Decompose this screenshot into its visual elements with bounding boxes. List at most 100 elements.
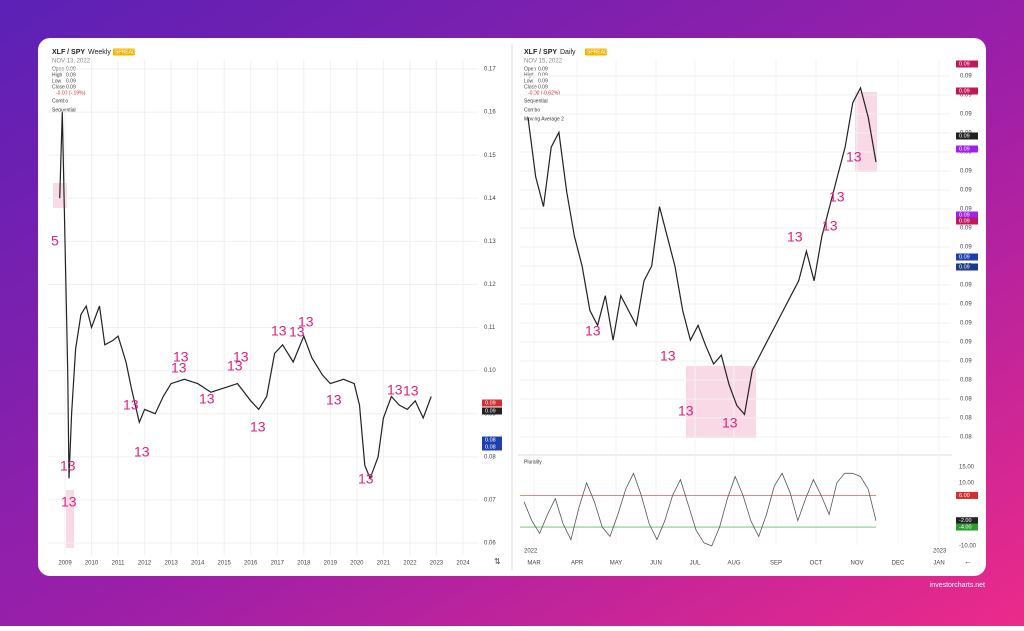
price-badge-bg — [956, 263, 978, 271]
price-badge-bg — [956, 132, 978, 140]
price-tick: 0.15 — [484, 153, 496, 159]
price-badge: 0.09 — [959, 218, 970, 224]
count-label: 13 — [822, 218, 838, 234]
year-tick: 2019 — [324, 561, 338, 567]
change: -0.00 (-0.62%) — [528, 90, 560, 96]
price-tick: 0.09 — [960, 340, 972, 346]
price-badge-bg — [956, 60, 978, 68]
count-label: 13 — [250, 419, 266, 435]
count-label: 13 — [171, 360, 187, 376]
indicator: Combo — [524, 107, 540, 113]
year-tick: 2016 — [244, 561, 258, 567]
count-label: 13 — [326, 392, 342, 408]
interval: Weekly — [88, 49, 111, 56]
count-label: 13 — [60, 458, 76, 474]
count-label: 13 — [403, 383, 419, 399]
ohlc-value: 0.09 — [538, 72, 548, 78]
year-tick: 2021 — [377, 561, 391, 567]
price-badge: 0.09 — [959, 133, 970, 139]
price-line — [59, 112, 432, 481]
count-label: 5 — [51, 233, 59, 249]
month-tick: MAR — [527, 561, 541, 567]
price-tick: 0.08 — [960, 378, 972, 384]
year-tick: 2017 — [271, 561, 285, 567]
month-tick: NOV — [850, 561, 863, 567]
price-tick: 0.09 — [960, 245, 972, 251]
count-label: 13 — [123, 397, 139, 413]
price-tick: 0.13 — [484, 239, 496, 245]
highlight — [686, 366, 756, 438]
date: NOV 13, 2022 — [52, 59, 91, 65]
price-tick: 0.09 — [960, 74, 972, 80]
month-tick: DEC — [892, 561, 905, 567]
price-tick: 0.09 — [960, 169, 972, 175]
symbol: XLF / SPY — [524, 49, 557, 56]
month-tick: MAY — [610, 561, 623, 567]
count-label: 13 — [387, 382, 403, 398]
year-tick: 2023 — [430, 561, 444, 567]
ohlc-key: High — [524, 72, 535, 78]
price-tick: 0.17 — [484, 67, 496, 73]
badge: SPREAD — [115, 49, 136, 55]
year-tick: 2011 — [112, 561, 126, 567]
ohlc-key: Low — [52, 78, 62, 84]
icon[interactable]: ← — [964, 557, 972, 566]
price-tick: 0.09 — [960, 93, 972, 99]
level-label: -2.00 — [959, 518, 972, 524]
level-badge-bg — [956, 517, 978, 525]
price-tick: 0.11 — [484, 325, 496, 331]
year-tick: 2020 — [350, 561, 364, 567]
year-label: 2023 — [933, 549, 947, 555]
year-tick: 2024 — [456, 561, 470, 567]
price-tick: 0.08 — [960, 397, 972, 403]
month-tick: OCT — [810, 561, 823, 567]
indicator: Moving Average 2 — [524, 116, 564, 122]
count-label: 13 — [358, 471, 374, 487]
month-tick: JUN — [650, 561, 662, 567]
price-tick: 0.06 — [484, 541, 496, 547]
price-badge-bg — [482, 443, 502, 451]
year-tick: 2009 — [58, 561, 72, 567]
price-tick: 0.08 — [960, 416, 972, 422]
count-label: 13 — [271, 323, 287, 339]
price-tick: 0.09 — [960, 283, 972, 289]
ohlc-value: 0.09 — [66, 84, 76, 90]
price-tick: 0.12 — [484, 282, 496, 288]
level-label: 6.00 — [959, 493, 970, 499]
count-label: 13 — [199, 391, 215, 407]
indicator: Sequential — [524, 98, 548, 104]
ohlc-key: Low — [524, 78, 534, 84]
count-label: 13 — [298, 314, 314, 330]
month-tick: AUG — [727, 561, 740, 567]
count-label: 13 — [722, 415, 738, 431]
indicator: Plurality — [524, 459, 542, 465]
year-tick: 2012 — [138, 561, 152, 567]
count-label: 13 — [61, 494, 77, 510]
indicator: Sequential — [52, 107, 76, 113]
change: -0.00 (-.19%) — [56, 90, 86, 96]
price-tick: 0.07 — [484, 497, 496, 503]
date: NOV 15, 2022 — [524, 59, 563, 65]
price-tick: 0.16 — [484, 110, 496, 116]
symbol: XLF / SPY — [52, 49, 85, 56]
icon[interactable]: ⇅ — [494, 557, 501, 566]
oscillator-line — [523, 472, 877, 547]
price-badge: 0.08 — [485, 437, 496, 443]
price-tick: 0.08 — [960, 435, 972, 441]
ohlc-key: High — [52, 72, 63, 78]
badge: SPREAD — [587, 49, 608, 55]
ohlc-value: 0.09 — [66, 78, 76, 84]
ohlc-value: 0.09 — [66, 72, 76, 78]
price-badge: 0.09 — [959, 146, 970, 152]
count-label: 13 — [289, 324, 305, 340]
price-badge-bg — [956, 253, 978, 261]
highlight — [66, 490, 74, 548]
year-tick: 2022 — [403, 561, 417, 567]
price-tick: 0.09 — [960, 150, 972, 156]
price-tick: 0.09 — [960, 321, 972, 327]
price-badge: 0.09 — [485, 400, 496, 406]
count-label: 13 — [787, 229, 803, 245]
badge-bg — [585, 48, 607, 56]
year-tick: 2013 — [164, 561, 178, 567]
